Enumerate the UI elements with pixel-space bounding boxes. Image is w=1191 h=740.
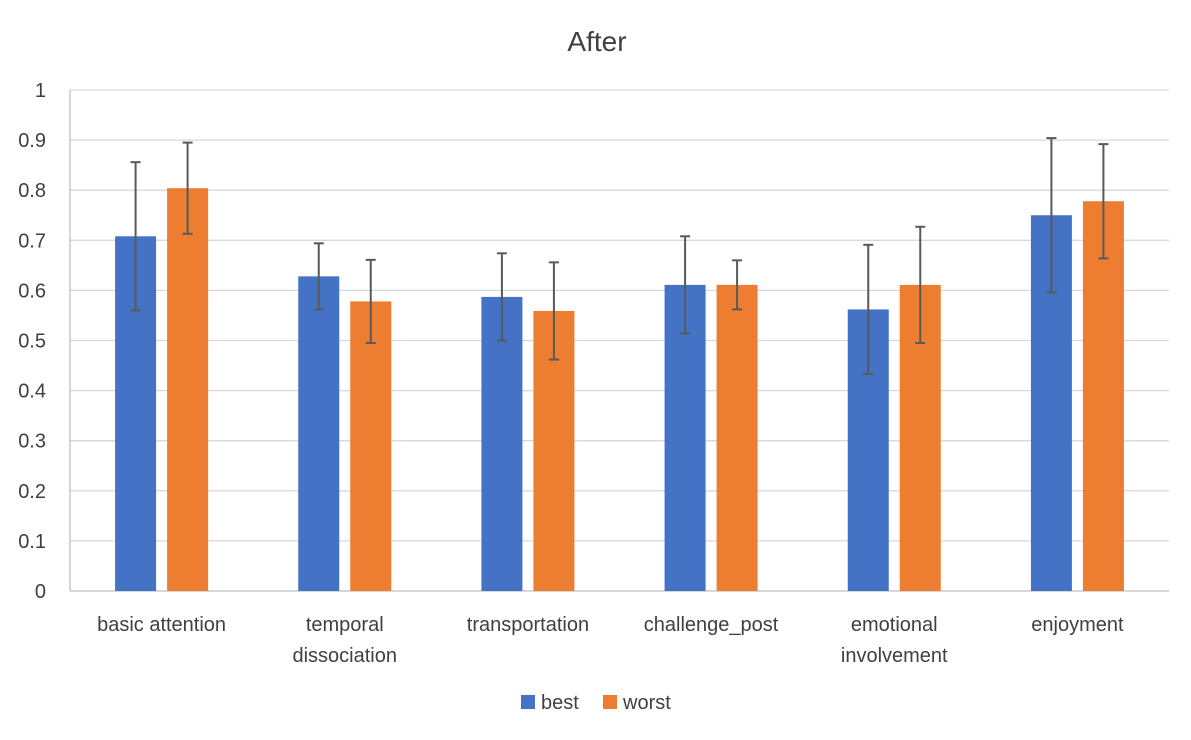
legend-item-best: best [521, 692, 579, 714]
legend-label-best: best [541, 692, 579, 714]
x-tick-label: challenge_post [644, 614, 779, 636]
y-tick-label: 0.5 [18, 331, 46, 353]
x-tick-label: transportation [467, 614, 589, 636]
x-tick-label: dissociation [292, 645, 397, 667]
x-tick-label: emotional [851, 614, 938, 636]
legend: best worst [521, 692, 671, 714]
error-bars [130, 137, 1109, 376]
y-tick-label: 0.7 [18, 230, 46, 252]
bar-worst-0 [167, 188, 209, 592]
y-tick-label: 0.2 [18, 481, 46, 503]
bar-best-2 [481, 296, 523, 591]
legend-swatch-best [521, 695, 535, 709]
y-tick-label: 1 [35, 80, 46, 102]
y-tick-label: 0.8 [18, 180, 46, 202]
bar-worst-5 [1082, 201, 1124, 592]
y-axis-tick-labels: 0 0.1 0.2 0.3 0.4 0.5 0.6 0.7 0.8 0.9 1 [18, 80, 46, 603]
x-axis-tick-labels: basic attention temporal dissociation trans… [97, 614, 1124, 667]
y-tick-label: 0.6 [18, 280, 46, 302]
y-tick-label: 0 [35, 581, 46, 603]
bar-best-3 [664, 284, 706, 591]
y-tick-label: 0.4 [18, 381, 46, 403]
x-tick-label: enjoyment [1031, 614, 1124, 636]
legend-label-worst: worst [622, 692, 671, 714]
legend-swatch-worst [603, 695, 617, 709]
x-tick-label: temporal [306, 614, 384, 636]
gridlines [69, 89, 1169, 592]
x-tick-label: involvement [841, 645, 948, 667]
y-tick-label: 0.1 [18, 531, 46, 553]
x-tick-label: basic attention [97, 614, 226, 636]
y-tick-label: 0.9 [18, 130, 46, 152]
bar-best-1 [298, 276, 340, 591]
bar-worst-1 [350, 301, 392, 591]
chart-title: After [567, 26, 626, 57]
y-tick-label: 0.3 [18, 431, 46, 453]
bar-worst-3 [716, 284, 758, 591]
bars [115, 188, 1124, 592]
legend-item-worst: worst [603, 692, 671, 714]
